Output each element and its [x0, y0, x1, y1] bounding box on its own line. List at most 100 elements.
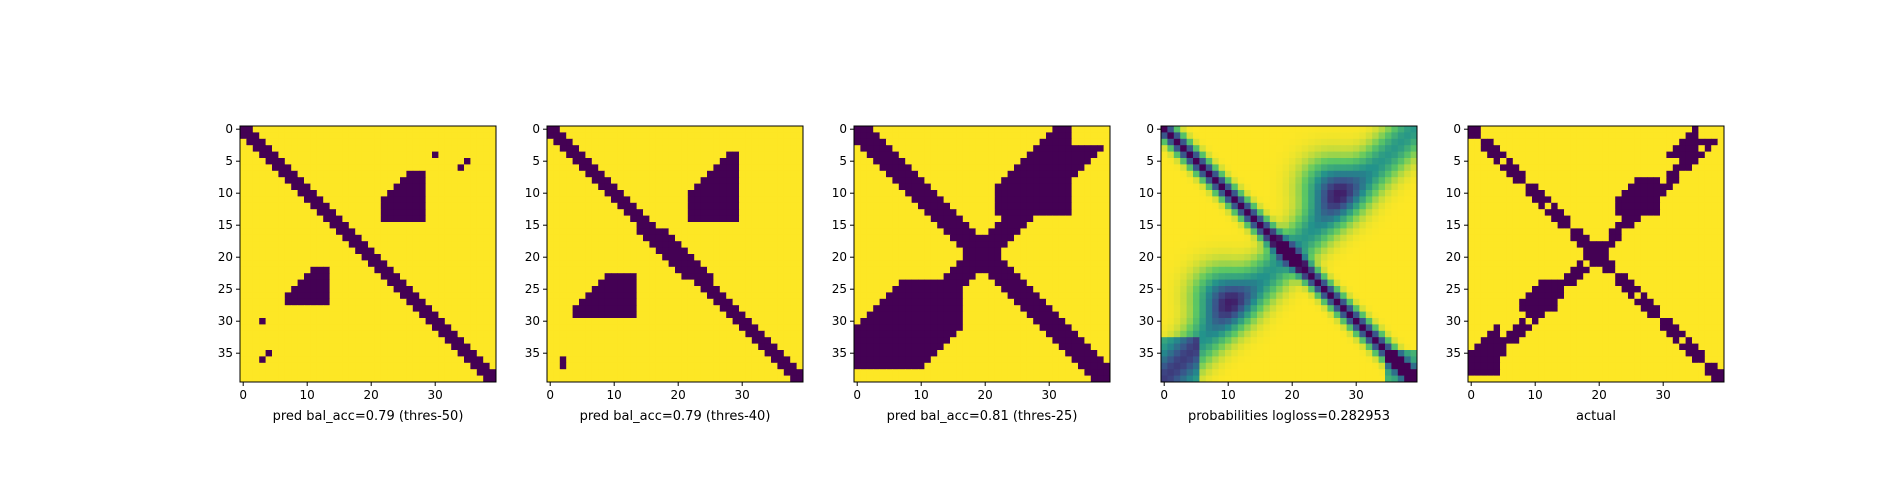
- heatmap-cell: [681, 209, 689, 216]
- heatmap-cell: [572, 254, 580, 261]
- heatmap-cell: [547, 286, 554, 293]
- heatmap-cell: [278, 222, 286, 229]
- heatmap-cell: [1167, 126, 1175, 133]
- heatmap-cell: [387, 356, 394, 364]
- heatmap-cell: [476, 196, 484, 204]
- heatmap-cell: [662, 375, 669, 383]
- heatmap-cell: [291, 298, 298, 306]
- heatmap-cell: [707, 260, 714, 268]
- heatmap-cell: [662, 362, 669, 370]
- heatmap-cell: [470, 362, 478, 370]
- heatmap-cell: [707, 286, 714, 293]
- heatmap-cell: [406, 158, 414, 165]
- heatmap-cell: [432, 279, 439, 287]
- heatmap-cell: [297, 228, 305, 236]
- heatmap-cell: [675, 324, 682, 332]
- heatmap-cell: [1340, 126, 1347, 133]
- heatmap-cell: [617, 202, 625, 210]
- heatmap-cell: [1033, 260, 1040, 268]
- heatmap-cell: [918, 266, 925, 274]
- heatmap-cell: [355, 324, 362, 332]
- heatmap-cell: [464, 362, 471, 370]
- heatmap-cell: [777, 183, 785, 191]
- heatmap-cell: [758, 215, 765, 223]
- heatmap-cell: [636, 298, 644, 306]
- heatmap-cell: [866, 362, 874, 370]
- heatmap-cell: [962, 158, 970, 165]
- heatmap-cell: [246, 356, 254, 364]
- heatmap-cell: [623, 209, 631, 216]
- heatmap-cell: [1097, 286, 1104, 293]
- heatmap-cell: [1065, 324, 1072, 332]
- heatmap-cell: [1026, 209, 1034, 216]
- heatmap-cell: [623, 151, 631, 159]
- heatmap-cell: [988, 222, 996, 229]
- heatmap-cell: [412, 305, 420, 312]
- heatmap-cell: [406, 318, 414, 325]
- heatmap-cell: [374, 375, 382, 383]
- heatmap-cell: [316, 324, 324, 332]
- heatmap-cell: [438, 170, 446, 178]
- heatmap-cell: [329, 343, 337, 351]
- heatmap-cell: [732, 138, 740, 146]
- heatmap-cell: [1052, 190, 1060, 197]
- heatmap-cell: [470, 279, 478, 287]
- heatmap-cell: [547, 228, 554, 236]
- heatmap-cell: [406, 330, 414, 338]
- heatmap-cell: [969, 330, 976, 338]
- heatmap-cell: [675, 254, 682, 261]
- heatmap-cell: [579, 292, 586, 300]
- heatmap-cell: [1052, 318, 1060, 325]
- heatmap-cell: [994, 215, 1002, 223]
- heatmap-cell: [886, 305, 893, 312]
- heatmap-cell: [1033, 254, 1040, 261]
- heatmap-cell: [1001, 126, 1008, 133]
- heatmap-cell: [911, 126, 919, 133]
- heatmap-cell: [745, 196, 753, 204]
- heatmap-cell: [1078, 138, 1085, 146]
- heatmap-cell: [598, 158, 605, 165]
- heatmap-cell: [368, 145, 375, 152]
- heatmap-cell: [304, 318, 311, 325]
- heatmap-cell: [1058, 356, 1066, 364]
- heatmap-cell: [860, 260, 868, 268]
- heatmap-cell: [1097, 298, 1104, 306]
- heatmap-cell: [668, 305, 676, 312]
- heatmap-cell: [649, 362, 657, 370]
- heatmap-cell: [662, 164, 669, 172]
- heatmap-cell: [962, 138, 970, 146]
- heatmap-cell: [1033, 266, 1040, 274]
- heatmap-cell: [930, 241, 938, 248]
- heatmap-cell: [873, 215, 880, 223]
- heatmap-cell: [1026, 183, 1034, 191]
- heatmap-cell: [348, 190, 356, 197]
- heatmap-cell: [898, 254, 906, 261]
- heatmap-cell: [361, 241, 369, 248]
- heatmap-cell: [700, 375, 708, 383]
- heatmap-cell: [758, 228, 765, 236]
- heatmap-cell: [994, 330, 1002, 338]
- heatmap-cell: [406, 177, 414, 184]
- heatmap-cell: [879, 247, 887, 255]
- heatmap-cell: [1084, 247, 1092, 255]
- heatmap-cell: [911, 311, 919, 319]
- heatmap-cell: [1071, 145, 1079, 152]
- heatmap-cell: [1014, 305, 1021, 312]
- heatmap-cell: [739, 158, 746, 165]
- heatmap-cell: [930, 273, 938, 280]
- heatmap-cell: [873, 247, 880, 255]
- heatmap-cell: [898, 279, 906, 287]
- heatmap-cell: [713, 375, 721, 383]
- heatmap-cell: [368, 177, 375, 184]
- heatmap-cell: [547, 222, 554, 229]
- heatmap-cell: [483, 343, 490, 351]
- heatmap-cell: [387, 286, 394, 293]
- heatmap-cell: [924, 324, 932, 332]
- heatmap-cell: [585, 305, 593, 312]
- heatmap-cell: [649, 183, 657, 191]
- heatmap-cell: [630, 215, 637, 223]
- heatmap-cell: [1014, 222, 1021, 229]
- heatmap-cell: [937, 177, 944, 184]
- heatmap-cell: [649, 209, 657, 216]
- heatmap-cell: [1046, 292, 1053, 300]
